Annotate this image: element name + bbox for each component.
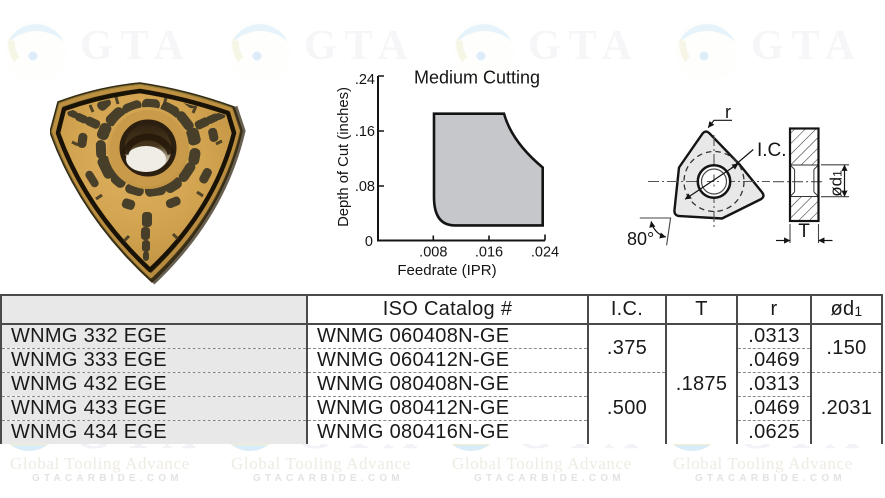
svg-text:.08: .08 — [355, 179, 375, 195]
svg-text:ød1: ød1 — [827, 170, 846, 197]
svg-text:r: r — [725, 102, 731, 122]
svg-text:.008: .008 — [419, 245, 447, 261]
svg-text:Depth of Cut (inches): Depth of Cut (inches) — [336, 87, 352, 227]
svg-text:T: T — [798, 221, 810, 242]
svg-text:.24: .24 — [355, 72, 375, 88]
svg-text:I.C.: I.C. — [757, 140, 787, 161]
svg-text:80°: 80° — [627, 229, 654, 249]
svg-text:Medium Cutting: Medium Cutting — [414, 68, 540, 88]
svg-text:.016: .016 — [475, 245, 503, 261]
svg-text:0: 0 — [365, 234, 373, 250]
svg-text:Feedrate (IPR): Feedrate (IPR) — [397, 262, 496, 279]
svg-text:.024: .024 — [531, 245, 559, 261]
svg-text:.16: .16 — [355, 124, 375, 140]
